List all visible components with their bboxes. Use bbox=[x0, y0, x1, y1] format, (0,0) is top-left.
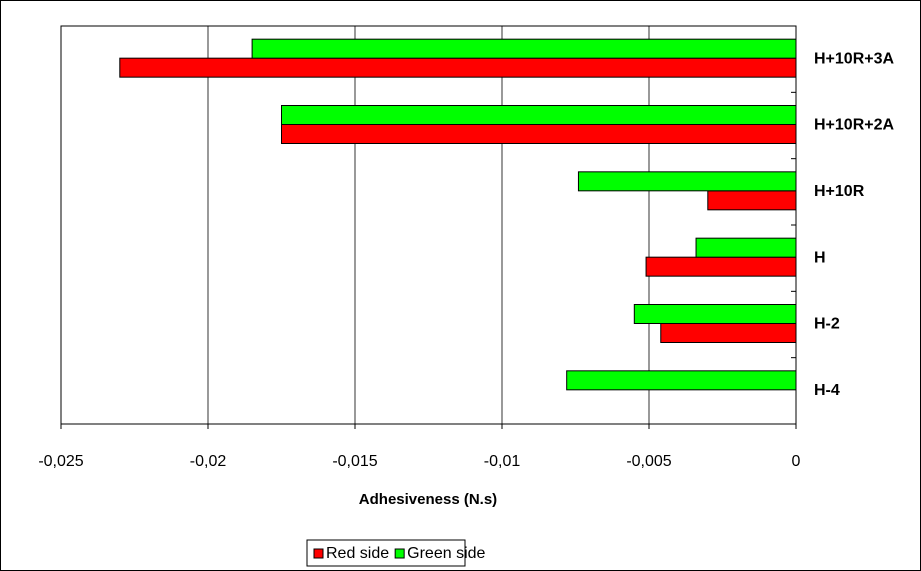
x-tick-label: -0,015 bbox=[332, 453, 377, 470]
x-tick-label: 0 bbox=[792, 453, 801, 470]
x-axis-label: Adhesiveness (N.s) bbox=[359, 491, 497, 508]
bar bbox=[695, 237, 797, 258]
x-tick-label: -0,005 bbox=[626, 453, 671, 470]
legend-swatch bbox=[313, 548, 324, 559]
legend-swatch bbox=[394, 548, 405, 559]
bar bbox=[251, 38, 797, 59]
plot-area bbox=[60, 25, 797, 425]
legend-label: Red side bbox=[326, 545, 389, 562]
x-tick-label: -0,02 bbox=[190, 453, 227, 470]
category-label: H bbox=[814, 249, 826, 266]
category-label: H-2 bbox=[814, 316, 840, 333]
legend-label: Green side bbox=[407, 545, 485, 562]
category-label: H-4 bbox=[814, 382, 840, 399]
bar bbox=[566, 370, 797, 391]
bar bbox=[577, 171, 797, 192]
bar bbox=[633, 304, 797, 324]
x-tick-label: -0,01 bbox=[484, 453, 521, 470]
bar bbox=[645, 256, 797, 277]
category-label: H+10R+3A bbox=[814, 50, 894, 67]
x-tick-label: -0,025 bbox=[38, 453, 83, 470]
bar bbox=[281, 105, 797, 125]
bar bbox=[707, 190, 797, 211]
category-label: H+10R+2A bbox=[814, 117, 894, 134]
category-label: H+10R bbox=[814, 183, 865, 200]
bar bbox=[281, 124, 797, 144]
bar bbox=[660, 323, 797, 343]
bar bbox=[119, 57, 797, 78]
legend-box bbox=[306, 539, 466, 567]
